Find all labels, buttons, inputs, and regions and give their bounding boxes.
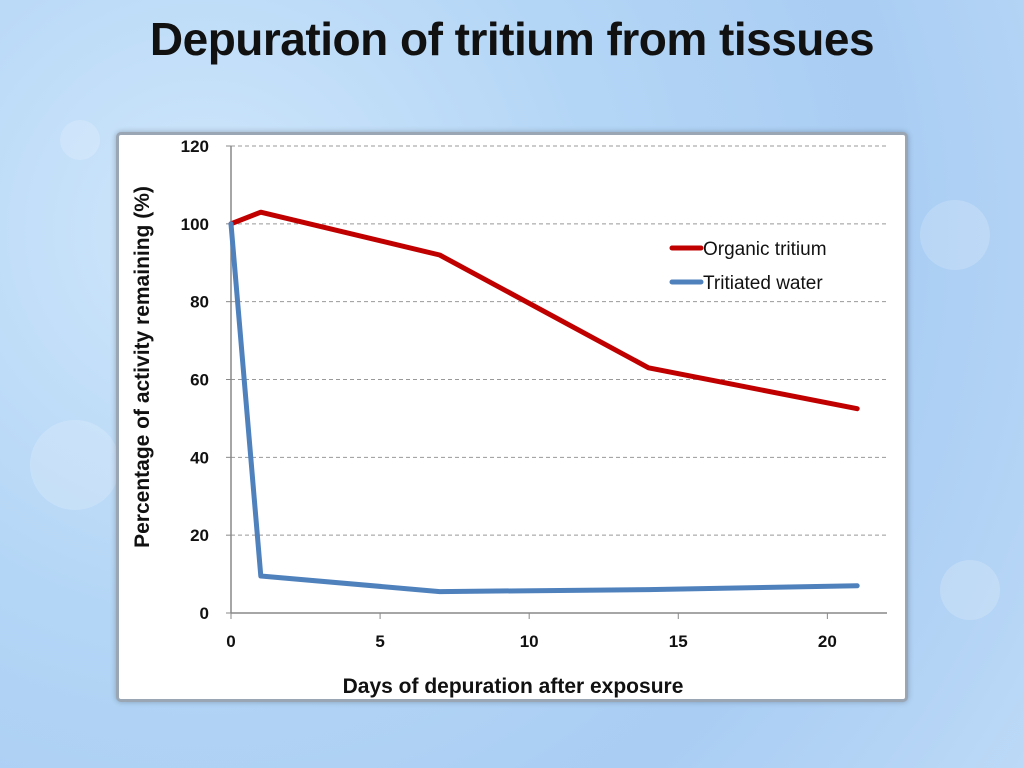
series-lines — [228, 209, 860, 595]
x-tick-label: 0 — [226, 632, 235, 651]
y-tick-label: 100 — [181, 215, 209, 234]
line-chart: 0 20 40 60 80 100 120 0 5 10 15 20 Days of depurat… — [131, 137, 887, 698]
slide-title: Depuration of tritium from tissues — [149, 13, 875, 65]
x-axis-title: Days of depuration after exposure — [343, 675, 684, 698]
y-tick-label: 40 — [190, 448, 209, 467]
legend-label-tritiated-water: Tritiated water — [703, 273, 823, 294]
legend-label-organic-tritium: Organic tritium — [703, 239, 827, 260]
y-axis-title: Percentage of activity remaining (%) — [131, 186, 154, 548]
chart-panel: 0 20 40 60 80 100 120 0 5 10 15 20 Days of depurat… — [116, 132, 908, 702]
axes — [226, 145, 887, 619]
x-tick-label: 20 — [818, 632, 837, 651]
x-tick-label: 10 — [520, 632, 539, 651]
x-tick-labels: 0 5 10 15 20 — [226, 632, 837, 651]
x-tick-label: 5 — [375, 632, 384, 651]
y-tick-label: 80 — [190, 293, 209, 312]
series-line-organic-tritium — [228, 209, 860, 412]
series-line-tritiated-water — [228, 221, 860, 595]
legend: Organic tritium Tritiated water — [669, 239, 827, 294]
x-tick-label: 15 — [669, 632, 688, 651]
y-tick-label: 120 — [181, 137, 209, 156]
y-tick-label: 20 — [190, 526, 209, 545]
y-tick-labels: 0 20 40 60 80 100 120 — [181, 137, 209, 623]
y-tick-label: 0 — [200, 604, 209, 623]
y-tick-label: 60 — [190, 371, 209, 390]
gridlines — [231, 145, 887, 536]
